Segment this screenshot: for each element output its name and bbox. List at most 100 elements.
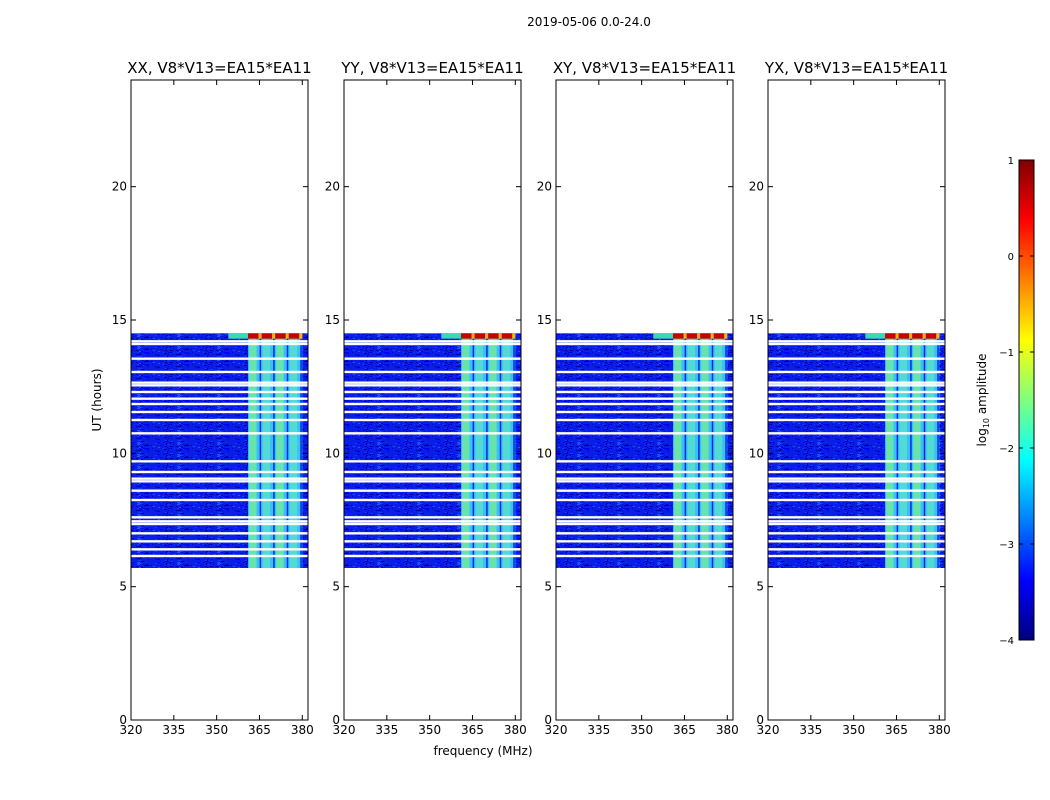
x-tick-label: 335: [799, 723, 822, 737]
flagged-row: [556, 480, 733, 483]
colorbar-label-sub: 10: [982, 418, 991, 428]
flagged-row: [131, 370, 308, 374]
flagged-row: [344, 489, 521, 492]
saturated-edge: [922, 333, 926, 339]
colorbar-label: log10 amplitude: [975, 354, 991, 447]
saturated-edge: [272, 333, 276, 339]
flagged-row: [768, 489, 945, 492]
flagged-row: [768, 381, 945, 384]
sub-band-edge: [472, 333, 475, 568]
sub-band-edge: [684, 333, 687, 568]
sub-band-edge: [725, 333, 727, 568]
y-tick-label: 0: [544, 713, 552, 727]
flagged-row: [556, 418, 733, 422]
flagged-row: [131, 516, 308, 519]
x-tick-label: 335: [587, 723, 610, 737]
sub-band: [489, 333, 497, 568]
flagged-row: [131, 402, 308, 406]
y-tick-label: 15: [749, 313, 764, 327]
saturated-cell: [261, 333, 273, 339]
flagged-row: [131, 532, 308, 535]
flagged-row: [556, 554, 733, 558]
saturated-edge: [909, 333, 913, 339]
saturation-fade: [653, 333, 674, 339]
sub-band-edge: [259, 333, 262, 568]
sub-band: [276, 333, 284, 568]
flagged-row: [131, 384, 308, 387]
flagged-row: [556, 357, 733, 360]
x-tick-label: 350: [418, 723, 441, 737]
flagged-row: [768, 477, 945, 480]
axes-frame: [343, 79, 522, 721]
panels: 320 335 350 365 380 0 5 10 15 20 XX, V8*V13=EA15*E…: [112, 59, 951, 737]
saturated-cell: [898, 333, 910, 339]
flagged-row: [768, 340, 945, 343]
saturation-fade: [865, 333, 886, 339]
flagged-row: [768, 520, 945, 523]
panel-yy: 320 335 350 365 380 0 5 10 15 20 YY, V8*V13=EA15*E…: [325, 59, 527, 737]
saturated-cell: [686, 333, 698, 339]
sub-band: [475, 333, 484, 568]
x-tick-label: 380: [504, 723, 527, 737]
flagged-row: [768, 342, 945, 346]
saturated-cell: [288, 333, 300, 339]
flagged-row: [344, 520, 521, 523]
flagged-row: [556, 410, 733, 414]
flagged-row: [344, 402, 521, 406]
saturated-edge: [512, 333, 516, 339]
flagged-row: [556, 432, 733, 435]
saturated-edge: [285, 333, 289, 339]
flagged-row: [556, 460, 733, 463]
figure-suptitle: 2019-05-06 0.0-24.0: [527, 15, 651, 29]
flagged-row: [556, 397, 733, 400]
flagged-row: [131, 540, 308, 543]
flagged-row: [344, 540, 521, 543]
flagged-row: [131, 432, 308, 435]
sub-band: [687, 333, 696, 568]
saturated-edge: [258, 333, 262, 339]
panel-title: XX, V8*V13=EA15*EA11: [127, 59, 311, 77]
y-tick-label: 5: [332, 580, 340, 594]
sub-band: [886, 333, 894, 568]
flagged-row: [768, 432, 945, 435]
saturated-edge: [683, 333, 687, 339]
sub-band: [926, 333, 935, 568]
panel-title: YY, V8*V13=EA15*EA11: [340, 59, 523, 77]
y-tick-label: 20: [112, 180, 127, 194]
sub-band-edge: [273, 333, 275, 568]
flagged-row: [131, 548, 308, 551]
flagged-row: [131, 397, 308, 400]
colorbar-label-prefix: log: [975, 428, 989, 446]
flagged-row: [131, 410, 308, 414]
colorbar-tick-label: −1: [999, 348, 1014, 359]
y-tick-label: 10: [112, 446, 127, 460]
x-tick-label: 335: [162, 723, 185, 737]
flagged-row: [768, 397, 945, 400]
flagged-row: [768, 460, 945, 463]
sub-band: [714, 333, 723, 568]
flagged-row: [131, 480, 308, 483]
sub-band-edge: [300, 333, 302, 568]
flagged-row: [344, 477, 521, 480]
x-tick-label: 365: [461, 723, 484, 737]
saturation-fade: [441, 333, 462, 339]
flagged-row: [131, 381, 308, 384]
sub-band: [249, 333, 257, 568]
flagged-row: [768, 418, 945, 422]
x-tick-label: 320: [120, 723, 143, 737]
flagged-row: [556, 370, 733, 374]
y-tick-label: 10: [325, 446, 340, 460]
saturated-cell: [925, 333, 937, 339]
y-tick-label: 15: [112, 313, 127, 327]
flagged-row: [131, 357, 308, 360]
flagged-row: [131, 522, 308, 526]
x-tick-label: 335: [375, 723, 398, 737]
flagged-row: [556, 516, 733, 519]
x-tick-label: 320: [757, 723, 780, 737]
x-tick-label: 320: [545, 723, 568, 737]
sub-band-edge: [711, 333, 714, 568]
colorbar-tick-label: −2: [999, 444, 1014, 455]
x-tick-label: 350: [630, 723, 653, 737]
flagged-row: [344, 470, 521, 474]
